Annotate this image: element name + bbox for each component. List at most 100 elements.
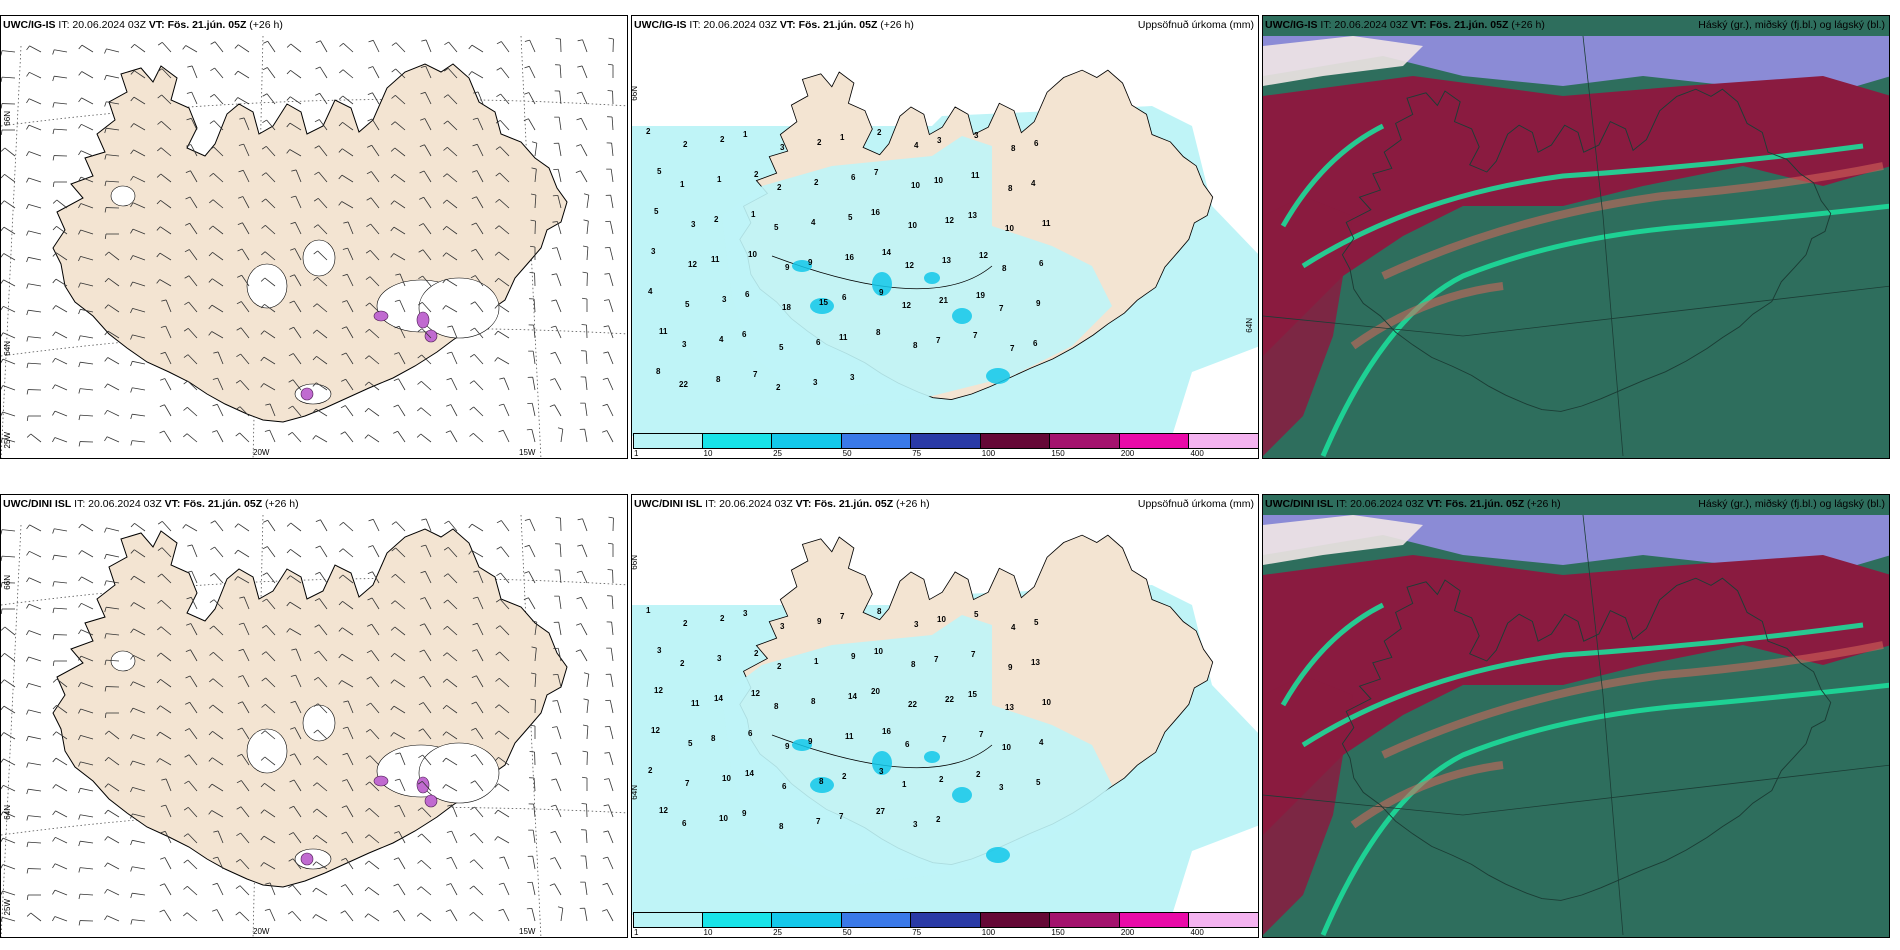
precip-value-label: 9 <box>1008 663 1013 672</box>
lat-label-66n: 66N <box>631 555 639 570</box>
precip-value-label: 13 <box>1005 703 1014 712</box>
precip-value-label: 10 <box>874 647 883 656</box>
precip-value-label: 14 <box>882 248 891 257</box>
precip-value-label: 4 <box>1031 179 1036 188</box>
precip-value-label: 11 <box>659 327 668 336</box>
precip-map: 2221321243386511222671010118453215451610… <box>632 69 1258 436</box>
precip-value-label: 12 <box>945 216 954 225</box>
precip-value-label: 11 <box>845 732 854 741</box>
lat-label-25w: 25W <box>3 432 12 449</box>
precip-value-label: 10 <box>722 774 731 783</box>
cloud-map-panel-top: UWC/IG-IS IT: 20.06.2024 03Z VT: Fös. 21… <box>1262 15 1890 459</box>
precip-value-label: 7 <box>971 650 976 659</box>
precip-value-label: 9 <box>808 737 813 746</box>
precip-value-label: 22 <box>945 695 954 704</box>
precip-value-label: 7 <box>753 370 758 379</box>
precip-value-label: 10 <box>937 615 946 624</box>
precip-value-label: 3 <box>813 378 818 387</box>
colorbar-tick-label: 100 <box>981 928 996 937</box>
precip-value-label: 2 <box>683 619 688 628</box>
precip-value-label: 8 <box>774 702 779 711</box>
precip-value-label: 22 <box>908 700 917 709</box>
precip-value-label: 6 <box>816 338 821 347</box>
precip-value-label: 2 <box>646 127 651 136</box>
cloud-map <box>1263 495 1889 937</box>
precip-value-label: 13 <box>1031 658 1040 667</box>
precip-value-label: 13 <box>942 256 951 265</box>
precip-value-label: 22 <box>679 380 688 389</box>
precip-title: Uppsöfnuð úrkoma (mm) <box>1137 498 1254 510</box>
panel-header: UWC/DINI ISL IT: 20.06.2024 03Z VT: Fös.… <box>634 498 930 510</box>
precip-value-label: 2 <box>936 815 941 824</box>
colorbar-tick-label: 200 <box>1120 928 1135 937</box>
colorbar-segment <box>1119 912 1190 928</box>
precip-value-label: 7 <box>685 779 690 788</box>
precip-value-label: 7 <box>1010 344 1015 353</box>
panel-header: UWC/DINI ISL IT: 20.06.2024 03Z VT: Fös.… <box>3 498 299 510</box>
precip-value-label: 2 <box>777 662 782 671</box>
precip-value-label: 8 <box>711 734 716 743</box>
colorbar-tick-label: 25 <box>773 928 783 937</box>
precip-value-label: 11 <box>971 171 980 180</box>
precip-value-label: 21 <box>939 296 948 305</box>
precip-value-label: 7 <box>999 304 1004 313</box>
colorbar-tick-label: 75 <box>912 928 922 937</box>
precip-value-label: 2 <box>754 170 759 179</box>
precip-value-label: 14 <box>848 692 857 701</box>
precip-value-label: 2 <box>680 659 685 668</box>
precip-value-label: 6 <box>742 330 747 339</box>
precip-value-label: 11 <box>1042 219 1051 228</box>
precip-value-label: 10 <box>1005 224 1014 233</box>
lon-label-20w: 20W <box>253 448 270 457</box>
wind-map <box>1 514 627 937</box>
lat-label-64n: 64N <box>3 341 12 356</box>
precip-value-label: 1 <box>646 606 651 615</box>
precip-value-label: 10 <box>908 221 917 230</box>
precip-value-label: 7 <box>942 735 947 744</box>
colorbar-segment <box>702 912 773 928</box>
lat-label-66n: 66N <box>3 575 12 590</box>
precip-value-label: 7 <box>934 655 939 664</box>
precip-value-label: 6 <box>682 819 687 828</box>
precip-value-label: 1 <box>751 210 756 219</box>
precip-value-label: 9 <box>1036 299 1041 308</box>
colorbar-segment <box>980 912 1051 928</box>
precip-value-label: 2 <box>939 775 944 784</box>
lon-label-15w: 15W <box>519 927 536 936</box>
colorbar-tick-label: 150 <box>1051 928 1065 937</box>
precip-value-label: 6 <box>745 290 750 299</box>
precip-value-label: 7 <box>816 817 821 826</box>
precip-value-label: 5 <box>657 167 662 176</box>
precip-value-label: 6 <box>748 729 753 738</box>
colorbar-segment <box>772 433 842 449</box>
precip-value-label: 6 <box>1033 339 1038 348</box>
lat-label-64n: 64N <box>3 805 12 820</box>
precip-value-label: 8 <box>779 822 784 831</box>
precip-value-label: 7 <box>973 331 978 340</box>
wind-map-panel-bottom: UWC/DINI ISL IT: 20.06.2024 03Z VT: Fös.… <box>0 494 628 938</box>
lat-label-64n: 64N <box>1245 318 1254 333</box>
precip-value-label: 1 <box>902 780 907 789</box>
precip-value-label: 2 <box>814 178 819 187</box>
precip-value-label: 8 <box>811 697 816 706</box>
precip-value-label: 10 <box>1002 743 1011 752</box>
colorbar-segment <box>1119 433 1190 449</box>
precip-value-label: 16 <box>882 727 891 736</box>
precip-value-label: 10 <box>748 250 757 259</box>
colorbar-segment <box>1050 912 1120 928</box>
lat-label-66n: 66N <box>3 111 12 126</box>
lat-label-64n: 64N <box>631 785 639 800</box>
precip-value-label: 8 <box>1008 184 1013 193</box>
cloud-map-panel-bottom: UWC/DINI ISL IT: 20.06.2024 03Z VT: Fös.… <box>1262 494 1890 938</box>
precip-value-label: 2 <box>683 140 688 149</box>
precip-value-label: 2 <box>776 383 781 392</box>
precip-value-label: 4 <box>811 218 816 227</box>
precip-value-label: 11 <box>691 699 700 708</box>
precip-value-label: 9 <box>817 617 822 626</box>
precip-value-label: 27 <box>876 807 885 816</box>
precip-value-label: 2 <box>720 614 725 623</box>
precip-value-label: 3 <box>879 767 884 776</box>
precip-value-label: 1 <box>680 180 685 189</box>
precip-value-label: 6 <box>905 740 910 749</box>
precip-value-label: 5 <box>974 610 979 619</box>
